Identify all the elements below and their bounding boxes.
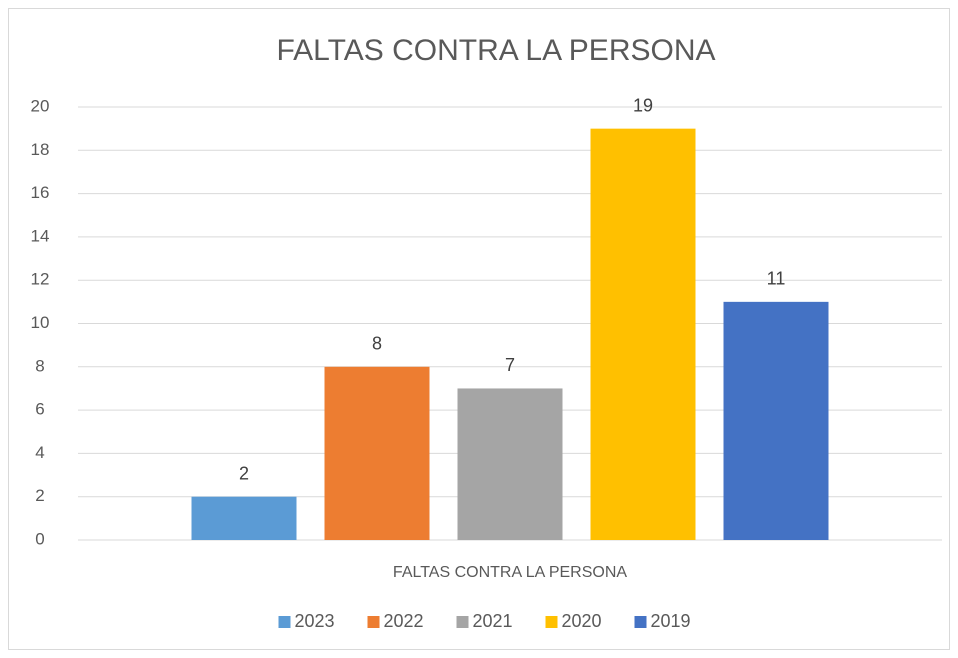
legend-label: 2019 <box>651 611 691 631</box>
value-label: 11 <box>767 269 786 289</box>
x-tick-label: FALTAS CONTRA LA PERSONA <box>393 564 627 581</box>
legend-label: 2022 <box>384 611 424 631</box>
legend-swatch <box>456 616 469 628</box>
bar <box>191 496 297 540</box>
y-tick-label: 18 <box>31 140 50 159</box>
legend-swatch <box>367 616 380 628</box>
bar <box>723 301 829 540</box>
y-tick-label: 10 <box>31 313 50 332</box>
legend-label: 2020 <box>562 611 602 631</box>
y-tick-label: 12 <box>31 270 50 289</box>
legend-swatch <box>634 616 647 628</box>
legend-swatch <box>278 616 291 628</box>
y-tick-label: 4 <box>35 443 44 462</box>
value-label: 2 <box>239 463 249 483</box>
bar <box>457 388 563 540</box>
y-tick-label: 6 <box>35 400 44 419</box>
y-tick-label: 0 <box>35 529 44 548</box>
bar <box>324 366 430 540</box>
value-label: 8 <box>372 334 382 354</box>
y-tick-label: 8 <box>35 356 44 375</box>
y-tick-label: 20 <box>31 96 50 115</box>
legend-label: 2023 <box>295 611 335 631</box>
value-label: 7 <box>505 355 515 375</box>
y-tick-label: 14 <box>31 226 50 245</box>
legend-swatch <box>545 616 558 628</box>
y-tick-label: 2 <box>35 486 44 505</box>
bar <box>590 128 696 540</box>
value-label: 19 <box>633 95 653 115</box>
chart-title: FALTAS CONTRA LA PERSONA <box>276 34 715 67</box>
y-tick-label: 16 <box>31 183 50 202</box>
legend-label: 2021 <box>473 611 513 631</box>
